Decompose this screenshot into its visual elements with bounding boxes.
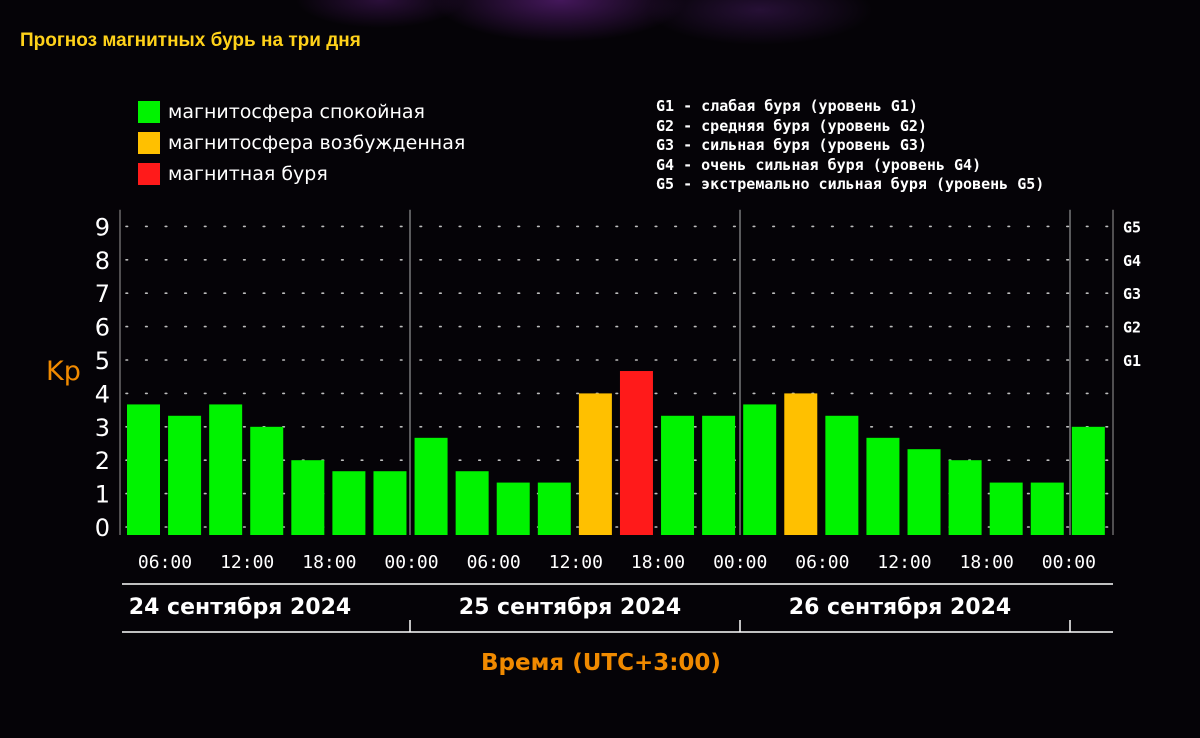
time-tick-label: 18:00: [302, 552, 356, 573]
storm-level-legend: G1 - слабая буря (уровень G1) G2 - средн…: [656, 97, 1044, 195]
kp-bar: [743, 404, 777, 535]
y-tick-label: 4: [95, 380, 110, 408]
time-tick-label: 06:00: [467, 552, 521, 573]
legend-swatch-calm: [138, 100, 160, 123]
time-tick-label: 12:00: [220, 552, 274, 573]
kp-bar: [1071, 426, 1105, 535]
time-tick-label: 00:00: [1042, 552, 1096, 573]
kp-bar: [866, 437, 900, 535]
legend-label-excited: магнитосфера возбужденная: [168, 131, 466, 154]
kp-bar: [948, 460, 982, 535]
kp-bar: [455, 471, 489, 535]
kp-bar: [784, 393, 818, 535]
kp-bar: [373, 471, 407, 535]
kp-bar: [414, 437, 448, 535]
kp-bar: [1030, 482, 1064, 535]
time-tick-label: 06:00: [138, 552, 192, 573]
storm-level-g5: G5 - экстремально сильная буря (уровень …: [656, 175, 1045, 193]
time-tick-label: 12:00: [549, 552, 603, 573]
storm-level-g3: G3 - сильная буря (уровень G3): [656, 136, 927, 154]
legend-label-storm: магнитная буря: [168, 162, 328, 185]
kp-bar: [332, 471, 366, 535]
legend-item-excited: магнитосфера возбужденная: [138, 127, 465, 158]
y-tick-label: 9: [95, 213, 110, 241]
legend-label-calm: магнитосфера спокойная: [168, 100, 425, 123]
y-tick-label: 3: [95, 414, 110, 442]
kp-bar: [825, 415, 859, 535]
g-level-tick-label: G1: [1123, 352, 1141, 370]
activity-legend: магнитосфера спокойная магнитосфера возб…: [138, 96, 465, 189]
y-tick-label: 0: [95, 514, 110, 542]
y-axis-label: Kp: [46, 356, 81, 387]
g-level-tick-label: G4: [1123, 252, 1141, 270]
day-label: 26 сентября 2024: [789, 595, 1011, 620]
y-tick-label: 1: [95, 481, 110, 509]
legend-item-calm: магнитосфера спокойная: [138, 96, 465, 127]
kp-bar: [291, 460, 325, 535]
day-label: 25 сентября 2024: [459, 595, 681, 620]
kp-bar: [168, 415, 202, 535]
kp-bar: [702, 415, 736, 535]
day-label: 24 сентября 2024: [129, 595, 351, 620]
kp-bar: [209, 404, 243, 535]
time-tick-label: 18:00: [960, 552, 1014, 573]
page-title: Прогноз магнитных бурь на три дня: [20, 30, 361, 51]
legend-item-storm: магнитная буря: [138, 158, 465, 189]
storm-level-g2: G2 - средняя буря (уровень G2): [656, 116, 927, 135]
kp-bar: [496, 482, 530, 535]
y-tick-label: 2: [95, 447, 110, 475]
y-tick-label: 6: [95, 314, 110, 342]
y-tick-label: 7: [95, 280, 110, 308]
x-axis-label: Время (UTC+3:00): [481, 650, 721, 676]
y-tick-label: 5: [95, 347, 110, 375]
time-tick-label: 00:00: [713, 552, 767, 573]
g-level-tick-label: G2: [1123, 319, 1141, 337]
g-level-tick-label: G5: [1123, 218, 1141, 236]
storm-level-g4: G4 - очень сильная буря (уровень G4): [656, 155, 982, 174]
kp-bar: [578, 393, 612, 535]
kp-bar: [127, 404, 160, 535]
time-tick-label: 00:00: [384, 552, 438, 573]
kp-bar: [989, 482, 1023, 535]
legend-swatch-excited: [138, 131, 160, 154]
time-tick-label: 18:00: [631, 552, 685, 573]
kp-bar: [537, 482, 571, 535]
g-level-tick-label: G3: [1123, 285, 1141, 303]
time-tick-label: 12:00: [877, 552, 931, 573]
kp-bar: [619, 371, 653, 535]
legend-swatch-storm: [138, 162, 160, 185]
y-tick-label: 8: [95, 247, 110, 275]
time-tick-label: 06:00: [795, 552, 849, 573]
kp-bar: [250, 426, 284, 535]
kp-bar: [661, 415, 695, 535]
kp-bar: [907, 449, 941, 535]
storm-level-g1: G1 - слабая буря (уровень G1): [656, 97, 918, 115]
